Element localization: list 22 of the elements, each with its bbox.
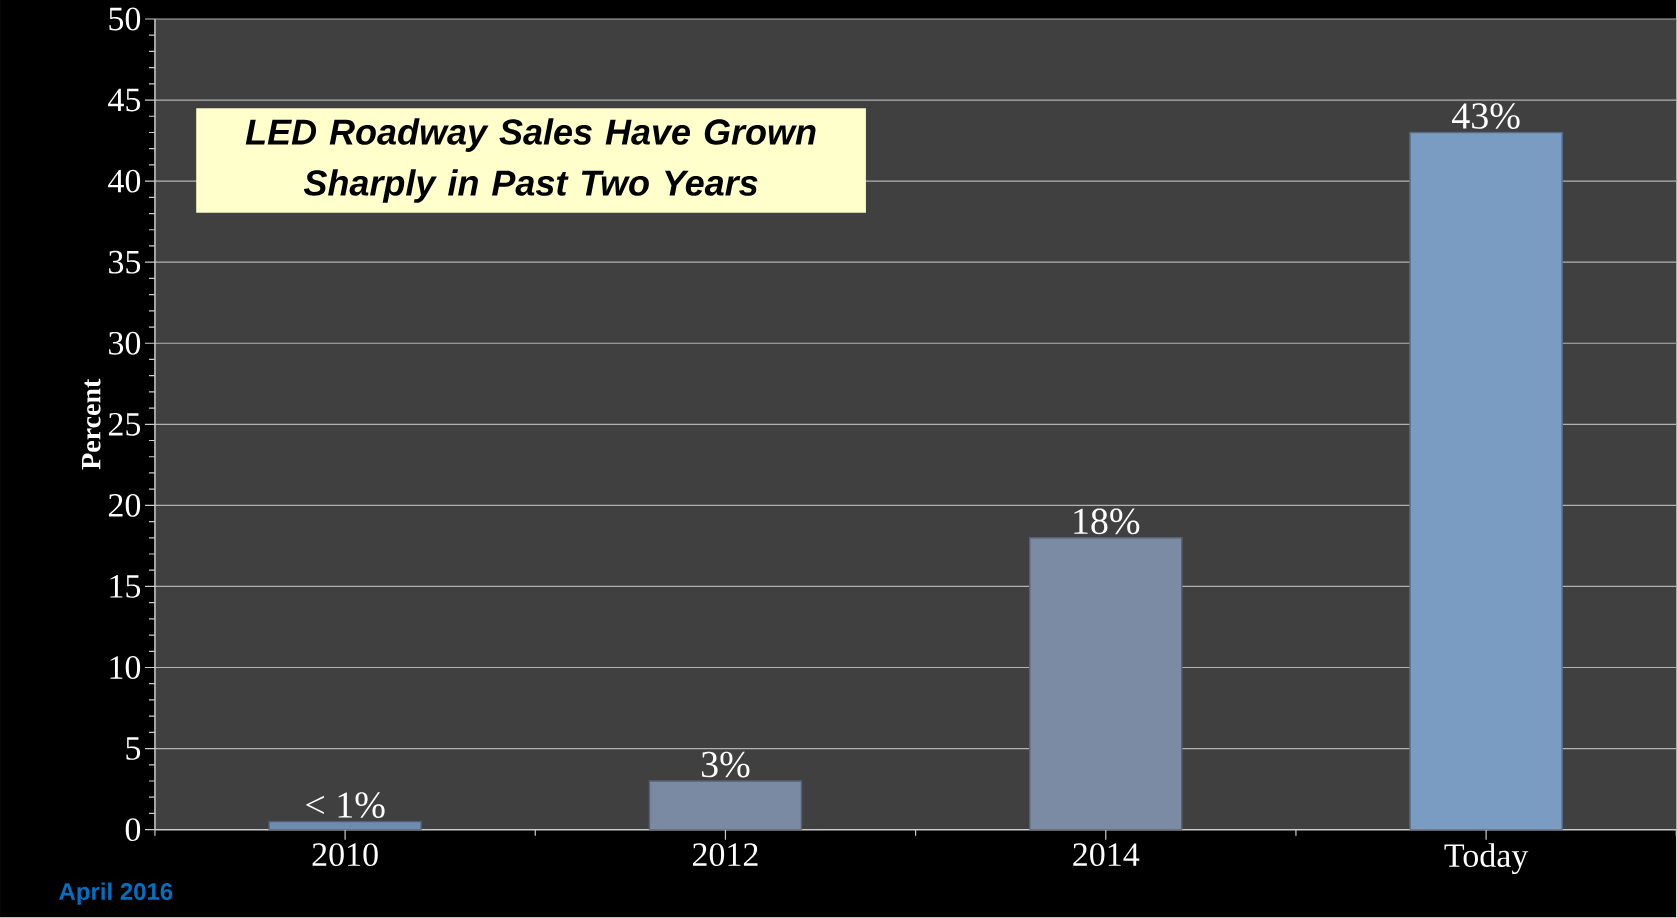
data-label: 18% [1074,508,1140,535]
y-tick-label: 30 [109,331,141,355]
y-tick-label: 0 [125,818,141,842]
y-tick-label: 35 [109,250,141,274]
y-axis-title: Percent [81,379,101,470]
y-tick-label: 5 [126,737,141,761]
y-tick-label: 10 [110,656,141,680]
y-tick-label: 15 [110,575,141,599]
y-tick-label: 50 [109,7,141,31]
data-label: 3% [701,751,750,778]
text: April 2016 [59,882,173,905]
x-tick-label: Today [1444,843,1529,875]
y-tick-label: 40 [108,169,141,193]
data-label: 43% [1452,103,1520,130]
y-tick-label: 45 [108,88,141,112]
y-tick-label: 25 [108,413,141,436]
x-tick-label: 2014 [1073,843,1140,867]
x-tick-label: 2010 [312,843,378,867]
y-tick-label: 20 [108,494,141,518]
x-tick-label: 2012 [692,843,758,867]
text: LED Roadway Sales Have Grown Sharply in Past Two Years [245,118,816,204]
data-label: < 1% [306,792,385,819]
